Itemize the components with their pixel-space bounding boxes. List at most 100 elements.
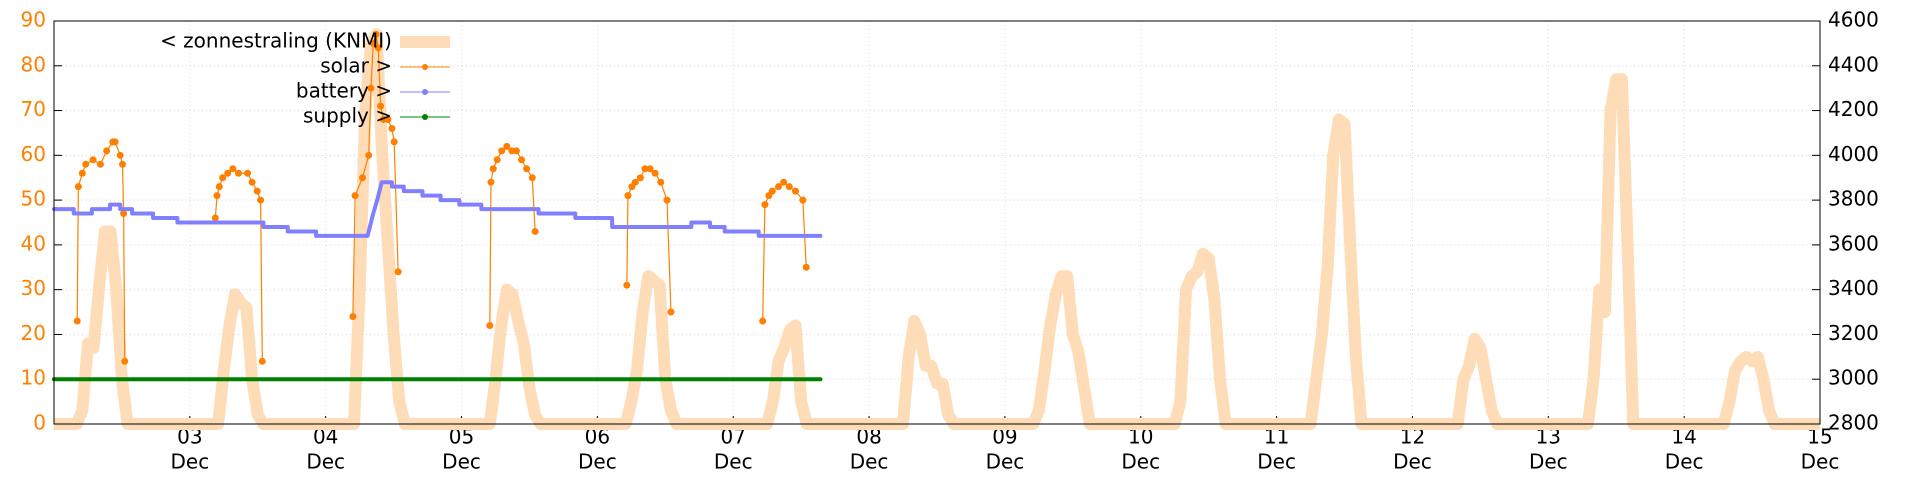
x-tick-label: Dec: [1393, 450, 1432, 474]
data-point: [641, 165, 649, 173]
y2-tick-label: 3200: [1828, 321, 1879, 345]
data-point: [780, 178, 788, 186]
data-point: [390, 138, 398, 146]
data-point: [367, 84, 375, 92]
x-tick-label: Dec: [578, 450, 617, 474]
data-point: [89, 156, 97, 164]
data-point: [74, 183, 82, 191]
y2-tick-label: 3400: [1828, 276, 1879, 300]
data-point: [493, 156, 501, 164]
y2-tick-label: 4200: [1828, 97, 1879, 121]
x-tick-label: Dec: [714, 450, 753, 474]
x-tick-label: Dec: [1257, 450, 1296, 474]
y-tick-label: 60: [21, 142, 46, 166]
y-tick-label: 70: [21, 97, 46, 121]
data-point: [235, 169, 243, 177]
x-tick-label: Dec: [986, 450, 1025, 474]
data-point: [624, 192, 632, 200]
data-point: [802, 263, 810, 271]
data-point: [374, 44, 382, 52]
data-point: [503, 142, 511, 150]
data-point: [646, 165, 654, 173]
data-point: [523, 165, 531, 173]
x-tick-label: Dec: [306, 450, 345, 474]
data-point: [120, 210, 128, 218]
data-point: [351, 192, 359, 200]
data-point: [219, 174, 227, 182]
y-tick-label: 40: [21, 231, 46, 255]
data-point: [372, 30, 380, 38]
x-tick-label: Dec: [850, 450, 889, 474]
y2-tick-label: 3800: [1828, 187, 1879, 211]
data-point: [103, 147, 111, 155]
data-point: [663, 196, 671, 204]
data-point: [211, 214, 219, 222]
data-point: [258, 357, 266, 365]
data-point: [657, 178, 665, 186]
y-tick-label: 20: [21, 321, 46, 345]
data-point: [531, 227, 539, 235]
legend-label: supply >: [303, 104, 392, 128]
data-point: [82, 160, 90, 168]
data-point: [349, 313, 357, 321]
x-tick-label: Dec: [1665, 450, 1704, 474]
data-point: [121, 357, 129, 365]
data-point: [631, 178, 639, 186]
data-point: [528, 174, 536, 182]
data-point: [229, 165, 237, 173]
data-point: [512, 147, 520, 155]
data-point: [116, 151, 124, 159]
y-tick-label: 80: [21, 52, 46, 76]
data-point: [486, 321, 494, 329]
data-point: [388, 124, 396, 132]
data-point: [73, 317, 81, 325]
y2-tick-label: 2800: [1828, 411, 1879, 435]
data-point: [384, 116, 392, 124]
data-point: [489, 165, 497, 173]
data-point: [498, 147, 506, 155]
x-tick-label: Dec: [170, 450, 209, 474]
y-tick-label: 10: [21, 366, 46, 390]
legend-marker: [422, 89, 428, 95]
legend-label: < zonnestraling (KNMI): [160, 29, 392, 53]
x-tick-label: Dec: [1121, 450, 1160, 474]
legend-marker: [422, 114, 428, 120]
data-point: [623, 281, 631, 289]
x-tick-label: Dec: [1529, 450, 1568, 474]
data-point: [768, 187, 776, 195]
legend-label: battery >: [296, 79, 392, 103]
y-tick-label: 30: [21, 276, 46, 300]
data-point: [253, 187, 261, 195]
data-point: [377, 102, 385, 110]
data-point: [518, 156, 526, 164]
data-point: [215, 183, 223, 191]
data-point: [651, 169, 659, 177]
y-tick-label: 90: [21, 8, 46, 32]
y2-tick-label: 4600: [1828, 8, 1879, 32]
data-point: [257, 196, 265, 204]
data-point: [111, 138, 119, 146]
y2-tick-label: 3000: [1828, 366, 1879, 390]
data-point: [791, 187, 799, 195]
y2-tick-label: 4400: [1828, 52, 1879, 76]
data-point: [487, 178, 495, 186]
data-point: [785, 183, 793, 191]
y-tick-label: 50: [21, 187, 46, 211]
data-point: [118, 160, 126, 168]
data-point: [248, 178, 256, 186]
data-point: [799, 196, 807, 204]
data-point: [636, 174, 644, 182]
y2-tick-label: 4000: [1828, 142, 1879, 166]
data-point: [667, 308, 675, 316]
data-point: [761, 201, 769, 209]
series-line: [54, 28, 1820, 430]
data-point: [775, 183, 783, 191]
legend-label: solar >: [320, 54, 392, 78]
data-point: [358, 174, 366, 182]
data-point: [365, 151, 373, 159]
x-tick-label: Dec: [1801, 450, 1840, 474]
legend-marker: [422, 64, 428, 70]
y-tick-label: 0: [33, 411, 46, 435]
x-tick-label: Dec: [442, 450, 481, 474]
